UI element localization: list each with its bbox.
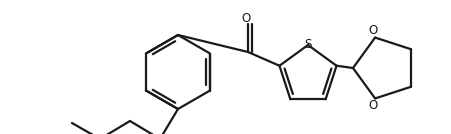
Text: O: O	[241, 12, 250, 25]
Text: S: S	[304, 38, 311, 51]
Text: O: O	[368, 99, 377, 112]
Text: O: O	[368, 24, 377, 37]
